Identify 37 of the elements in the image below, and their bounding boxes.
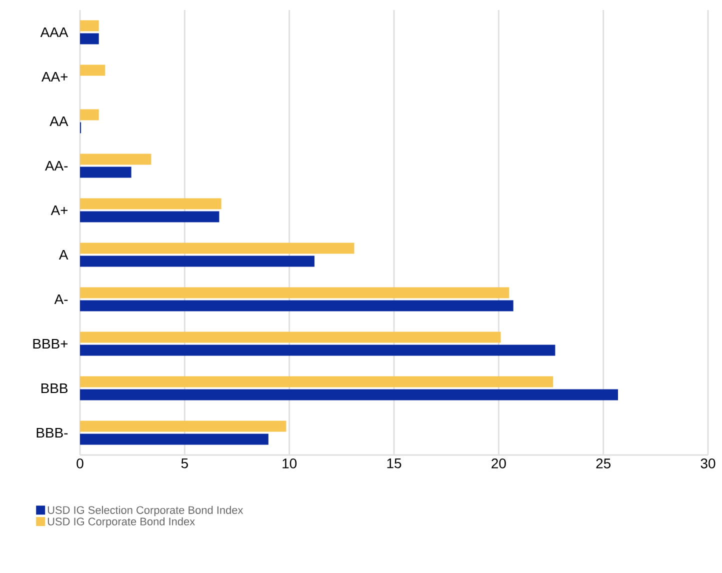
bar bbox=[80, 434, 268, 445]
legend-label: USD IG Corporate Bond Index bbox=[48, 517, 195, 528]
bar bbox=[80, 166, 132, 178]
bar bbox=[80, 20, 99, 32]
bar bbox=[80, 344, 556, 356]
y-tick-label: AA- bbox=[45, 160, 68, 171]
y-tick-label: BBB+ bbox=[33, 338, 68, 349]
bar bbox=[80, 242, 354, 254]
y-tick-label: A+ bbox=[50, 205, 68, 216]
y-tick-label: BBB bbox=[41, 383, 68, 394]
x-tick-label: 20 bbox=[492, 458, 506, 468]
bar bbox=[80, 256, 314, 267]
bar bbox=[80, 33, 99, 44]
x-tick-label: 25 bbox=[596, 458, 611, 468]
y-tick-label: A- bbox=[54, 294, 68, 304]
bar bbox=[80, 287, 510, 298]
bar bbox=[80, 300, 514, 312]
y-tick-label: AAA bbox=[40, 27, 68, 38]
bar bbox=[80, 198, 222, 210]
y-tick-label: BBB- bbox=[36, 428, 68, 438]
bar bbox=[80, 376, 554, 388]
bar bbox=[80, 420, 286, 432]
x-tick-label: 10 bbox=[282, 458, 297, 468]
bar bbox=[80, 211, 220, 222]
y-tick-label: AA bbox=[50, 116, 68, 126]
x-tick-label: 5 bbox=[181, 458, 188, 468]
bar bbox=[80, 332, 501, 343]
legend-label: USD IG Selection Corporate Bond Index bbox=[48, 506, 244, 516]
x-tick-label: 30 bbox=[700, 458, 716, 468]
bar bbox=[80, 389, 618, 400]
bar bbox=[80, 64, 106, 76]
y-tick-label: AA+ bbox=[42, 72, 68, 82]
x-tick-label: 15 bbox=[387, 458, 402, 468]
x-tick-label: 0 bbox=[76, 458, 84, 468]
bar bbox=[80, 154, 152, 165]
y-tick-label: A bbox=[58, 250, 68, 260]
bar bbox=[80, 109, 99, 120]
